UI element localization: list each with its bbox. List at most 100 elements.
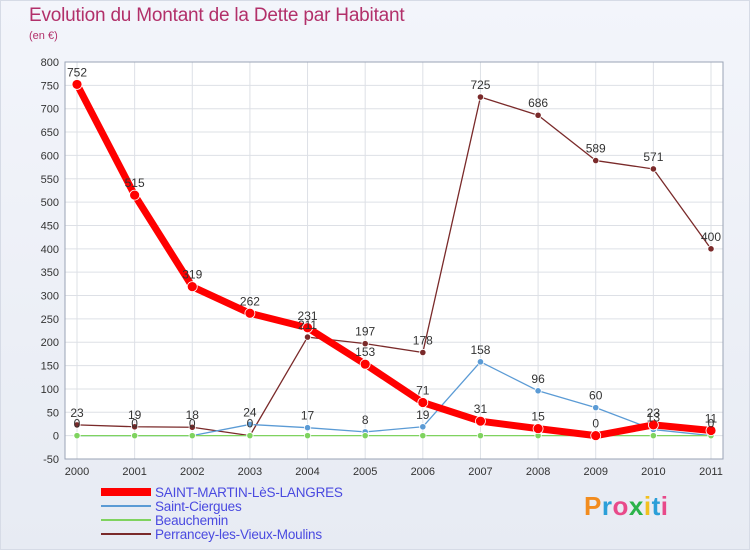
data-point xyxy=(534,111,542,119)
x-tick-label: 2008 xyxy=(526,466,550,478)
x-tick-label: 2002 xyxy=(180,466,204,478)
data-label: 262 xyxy=(240,294,260,308)
data-point xyxy=(532,423,544,435)
data-point xyxy=(649,432,657,440)
data-label: 725 xyxy=(470,78,490,92)
x-tick-label: 2006 xyxy=(411,466,435,478)
y-tick-label: 300 xyxy=(41,291,59,303)
x-tick-label: 2001 xyxy=(122,466,146,478)
y-tick-label: 800 xyxy=(41,57,59,69)
data-label: 11 xyxy=(705,412,718,426)
data-point xyxy=(303,333,312,341)
x-tick-label: 2000 xyxy=(65,466,89,478)
data-label: 23 xyxy=(647,406,661,420)
data-label: 13 xyxy=(647,411,661,425)
chart-title: Evolution du Montant de la Dette par Hab… xyxy=(29,5,405,26)
data-point xyxy=(590,430,602,442)
y-tick-label: -50 xyxy=(43,454,59,466)
data-label: 19 xyxy=(416,408,430,422)
series-line xyxy=(73,80,715,440)
data-point xyxy=(246,420,254,429)
data-label: 18 xyxy=(186,408,200,422)
data-label: 23 xyxy=(70,406,84,420)
data-point xyxy=(417,397,429,408)
y-tick-label: 150 xyxy=(41,361,59,373)
data-label: 515 xyxy=(125,176,145,190)
data-point xyxy=(131,423,139,431)
data-label: 0 xyxy=(74,417,81,431)
y-tick-label: 400 xyxy=(41,244,59,256)
data-point xyxy=(419,432,427,440)
data-label: 17 xyxy=(301,409,315,423)
data-label: 178 xyxy=(413,334,433,348)
legend-item: Perrancey-les-Vieux-Moulins xyxy=(101,526,343,542)
data-point xyxy=(476,93,485,101)
legend-item: Beauchemin xyxy=(101,512,343,528)
y-tick-label: 650 xyxy=(41,127,59,139)
data-point xyxy=(129,189,141,201)
legend-label: Beauchemin xyxy=(155,512,229,528)
series-line xyxy=(76,96,712,437)
data-label: 24 xyxy=(243,405,257,419)
data-label: 158 xyxy=(470,343,490,357)
y-tick-label: 250 xyxy=(41,314,59,326)
x-tick-label: 2010 xyxy=(641,466,665,478)
data-point xyxy=(649,165,657,173)
data-point xyxy=(302,322,313,334)
data-label: 71 xyxy=(416,383,430,397)
data-label: 8 xyxy=(362,413,369,427)
data-point xyxy=(476,432,485,440)
y-tick-label: 0 xyxy=(53,431,59,443)
data-point xyxy=(71,79,83,90)
data-point xyxy=(534,387,542,395)
data-label: 0 xyxy=(247,417,254,431)
legend-label: SAINT-MARTIN-LèS-LANGRES xyxy=(155,484,343,500)
legend-swatch xyxy=(101,488,151,496)
data-label: 589 xyxy=(586,142,606,156)
data-label: 400 xyxy=(701,230,721,244)
legend: SAINT-MARTIN-LèS-LANGRES Saint-Ciergues Be… xyxy=(101,484,343,542)
data-label: 0 xyxy=(592,417,599,431)
y-tick-label: 350 xyxy=(41,267,59,279)
data-label: 211 xyxy=(298,318,317,332)
y-tick-label: 450 xyxy=(41,220,59,232)
legend-label: Saint-Ciergues xyxy=(155,498,242,514)
data-point xyxy=(419,423,427,431)
data-point xyxy=(244,307,256,319)
y-tick-label: 700 xyxy=(41,104,59,116)
data-label: 319 xyxy=(182,268,202,282)
legend-label: Perrancey-les-Vieux-Moulins xyxy=(155,526,322,542)
proxiti-logo: Proxiti xyxy=(584,491,669,521)
y-tick-label: 100 xyxy=(41,384,59,396)
data-point xyxy=(475,415,486,427)
legend-item: Saint-Ciergues xyxy=(101,498,343,514)
data-point xyxy=(188,423,196,431)
x-tick-label: 2004 xyxy=(295,466,319,478)
data-label: 153 xyxy=(355,345,375,359)
data-label: 96 xyxy=(531,372,545,386)
data-point xyxy=(592,156,600,165)
legend-swatch xyxy=(101,519,151,521)
plot-border xyxy=(64,61,724,460)
data-label: 0 xyxy=(189,417,196,431)
data-label: 15 xyxy=(531,410,545,424)
legend-item: SAINT-MARTIN-LèS-LANGRES xyxy=(101,484,343,500)
y-tick-label: 550 xyxy=(41,174,59,186)
data-point xyxy=(303,432,312,440)
data-point xyxy=(419,348,427,357)
data-point xyxy=(303,424,312,432)
data-point xyxy=(246,432,254,440)
y-tick-label: 600 xyxy=(41,150,59,162)
data-point xyxy=(188,432,196,440)
y-tick-label: 50 xyxy=(47,407,59,419)
data-label: 752 xyxy=(67,65,87,79)
x-tick-label: 2009 xyxy=(583,466,607,478)
x-tick-label: 2007 xyxy=(468,466,492,478)
legend-swatch xyxy=(101,533,151,535)
data-label: 0 xyxy=(131,417,138,431)
data-point xyxy=(705,425,717,436)
x-tick-label: 2003 xyxy=(238,466,262,478)
data-label: 571 xyxy=(643,150,663,164)
